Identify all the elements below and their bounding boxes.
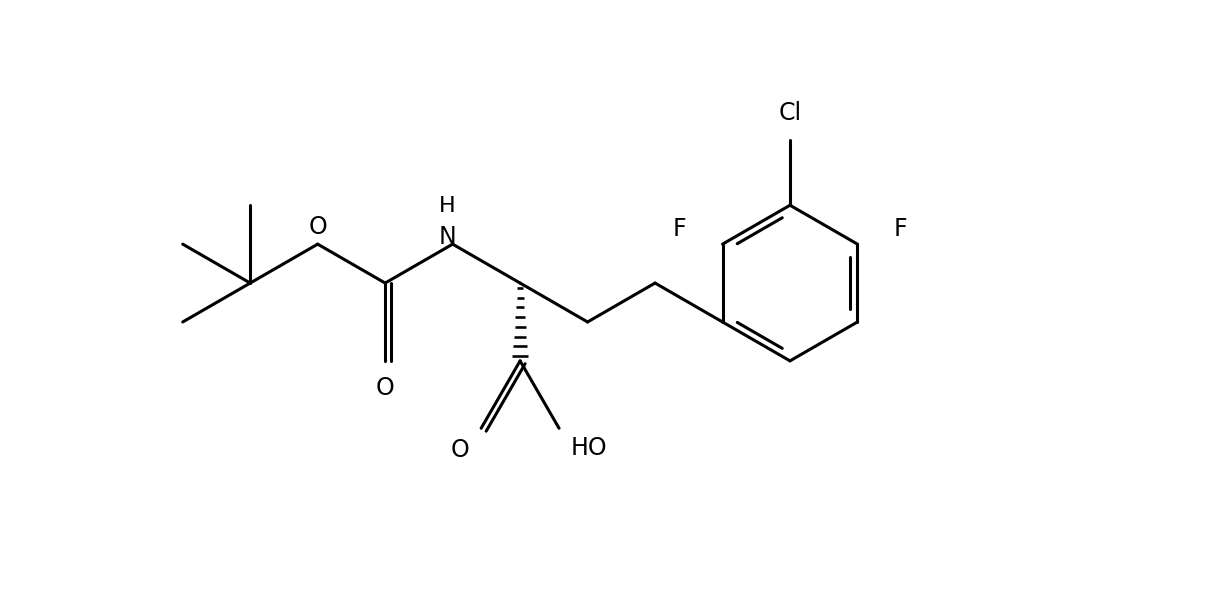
Text: O: O <box>376 376 395 400</box>
Text: O: O <box>308 215 327 239</box>
Text: HO: HO <box>571 436 607 460</box>
Text: F: F <box>673 217 687 241</box>
Text: N: N <box>439 225 457 249</box>
Text: O: O <box>451 438 469 462</box>
Text: Cl: Cl <box>778 101 802 126</box>
Text: H: H <box>440 196 456 216</box>
Text: F: F <box>893 217 907 241</box>
